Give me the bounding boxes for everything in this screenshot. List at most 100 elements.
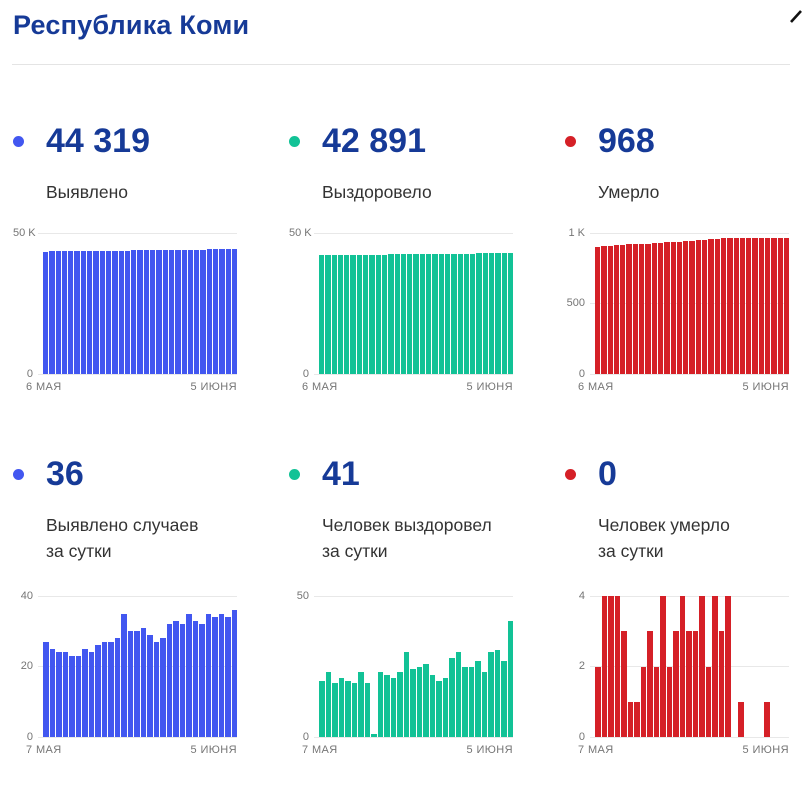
- bar[interactable]: [683, 241, 689, 374]
- bar[interactable]: [507, 621, 513, 737]
- bar[interactable]: [105, 250, 112, 374]
- bar[interactable]: [620, 244, 626, 374]
- bar[interactable]: [634, 701, 640, 737]
- chart-bars[interactable]: [43, 596, 237, 737]
- chart-bars[interactable]: [319, 233, 514, 374]
- bar[interactable]: [758, 237, 765, 374]
- bar[interactable]: [118, 250, 124, 374]
- bar[interactable]: [462, 666, 468, 737]
- bar[interactable]: [231, 249, 238, 374]
- bar[interactable]: [137, 250, 143, 374]
- bar[interactable]: [363, 254, 369, 374]
- bar[interactable]: [175, 249, 181, 374]
- bar[interactable]: [708, 239, 714, 374]
- bar[interactable]: [351, 683, 357, 737]
- bar[interactable]: [166, 624, 172, 737]
- bar[interactable]: [614, 596, 620, 737]
- bar[interactable]: [501, 660, 507, 737]
- bar[interactable]: [338, 677, 344, 737]
- bar[interactable]: [626, 244, 632, 374]
- bar[interactable]: [390, 677, 396, 737]
- bar[interactable]: [225, 249, 231, 374]
- bar[interactable]: [140, 627, 146, 737]
- chart-bars[interactable]: [595, 233, 790, 374]
- bar[interactable]: [501, 253, 507, 374]
- bar[interactable]: [783, 237, 790, 374]
- chart-bars[interactable]: [43, 233, 238, 374]
- bar[interactable]: [640, 666, 646, 737]
- bar[interactable]: [43, 641, 49, 737]
- bar[interactable]: [595, 246, 601, 374]
- bar[interactable]: [179, 624, 185, 737]
- bar[interactable]: [403, 652, 409, 737]
- bar[interactable]: [765, 237, 771, 374]
- chart-bars[interactable]: [595, 596, 789, 737]
- bar-chart[interactable]: 40 20 0 7 МАЯ 5 ИЮНЯ: [13, 590, 237, 757]
- bar[interactable]: [231, 610, 237, 737]
- bar[interactable]: [733, 237, 739, 374]
- bar[interactable]: [61, 251, 68, 374]
- bar[interactable]: [645, 243, 651, 374]
- bar[interactable]: [173, 620, 179, 737]
- bar[interactable]: [397, 672, 403, 737]
- bar[interactable]: [613, 245, 620, 374]
- bar[interactable]: [400, 254, 407, 374]
- bar[interactable]: [388, 254, 394, 374]
- bar[interactable]: [651, 243, 657, 374]
- chart-plot-area[interactable]: 1 K 500 0: [565, 227, 790, 379]
- bar[interactable]: [601, 596, 607, 737]
- bar[interactable]: [49, 648, 55, 737]
- bar[interactable]: [364, 683, 370, 737]
- bar[interactable]: [507, 253, 514, 374]
- bar[interactable]: [80, 251, 87, 374]
- bar[interactable]: [218, 613, 224, 737]
- bar[interactable]: [463, 253, 470, 374]
- bar[interactable]: [686, 631, 692, 737]
- bar[interactable]: [692, 631, 698, 737]
- bar[interactable]: [476, 253, 482, 374]
- bar[interactable]: [639, 243, 645, 374]
- bar[interactable]: [108, 641, 114, 737]
- bar[interactable]: [426, 254, 432, 374]
- bar[interactable]: [160, 638, 166, 737]
- bar[interactable]: [657, 242, 664, 374]
- bar[interactable]: [438, 253, 444, 374]
- bar[interactable]: [49, 251, 55, 374]
- bar[interactable]: [432, 253, 438, 374]
- bar[interactable]: [319, 680, 325, 737]
- bar[interactable]: [725, 596, 731, 737]
- bar[interactable]: [331, 254, 337, 374]
- bar[interactable]: [95, 645, 101, 737]
- bar[interactable]: [212, 617, 218, 737]
- bar-chart[interactable]: 4 2 0 7 МАЯ 5 ИЮНЯ: [565, 590, 789, 757]
- bar[interactable]: [205, 613, 211, 737]
- bar[interactable]: [345, 680, 351, 737]
- bar[interactable]: [738, 701, 744, 737]
- bar[interactable]: [99, 250, 105, 374]
- bar[interactable]: [676, 241, 683, 374]
- bar[interactable]: [87, 251, 93, 374]
- bar[interactable]: [720, 238, 727, 374]
- chart-plot-area[interactable]: 50 K 0: [13, 227, 238, 379]
- bar[interactable]: [143, 250, 150, 374]
- bar-chart[interactable]: 50 K 0 6 МАЯ 5 ИЮНЯ: [289, 227, 514, 394]
- bar[interactable]: [181, 249, 187, 374]
- bar[interactable]: [371, 734, 377, 737]
- bar[interactable]: [407, 254, 413, 374]
- bar[interactable]: [670, 242, 676, 374]
- bar[interactable]: [482, 253, 489, 374]
- bar[interactable]: [199, 624, 205, 737]
- bar[interactable]: [627, 701, 633, 737]
- bar[interactable]: [689, 240, 695, 374]
- bar[interactable]: [121, 613, 127, 737]
- bar[interactable]: [489, 253, 495, 374]
- bar[interactable]: [384, 674, 390, 737]
- bar[interactable]: [369, 254, 375, 374]
- bar[interactable]: [457, 253, 463, 374]
- bar[interactable]: [344, 254, 350, 374]
- bar[interactable]: [410, 669, 416, 737]
- bar[interactable]: [718, 631, 724, 737]
- chart-bars[interactable]: [319, 596, 513, 737]
- bar[interactable]: [93, 250, 99, 374]
- bar[interactable]: [712, 596, 718, 737]
